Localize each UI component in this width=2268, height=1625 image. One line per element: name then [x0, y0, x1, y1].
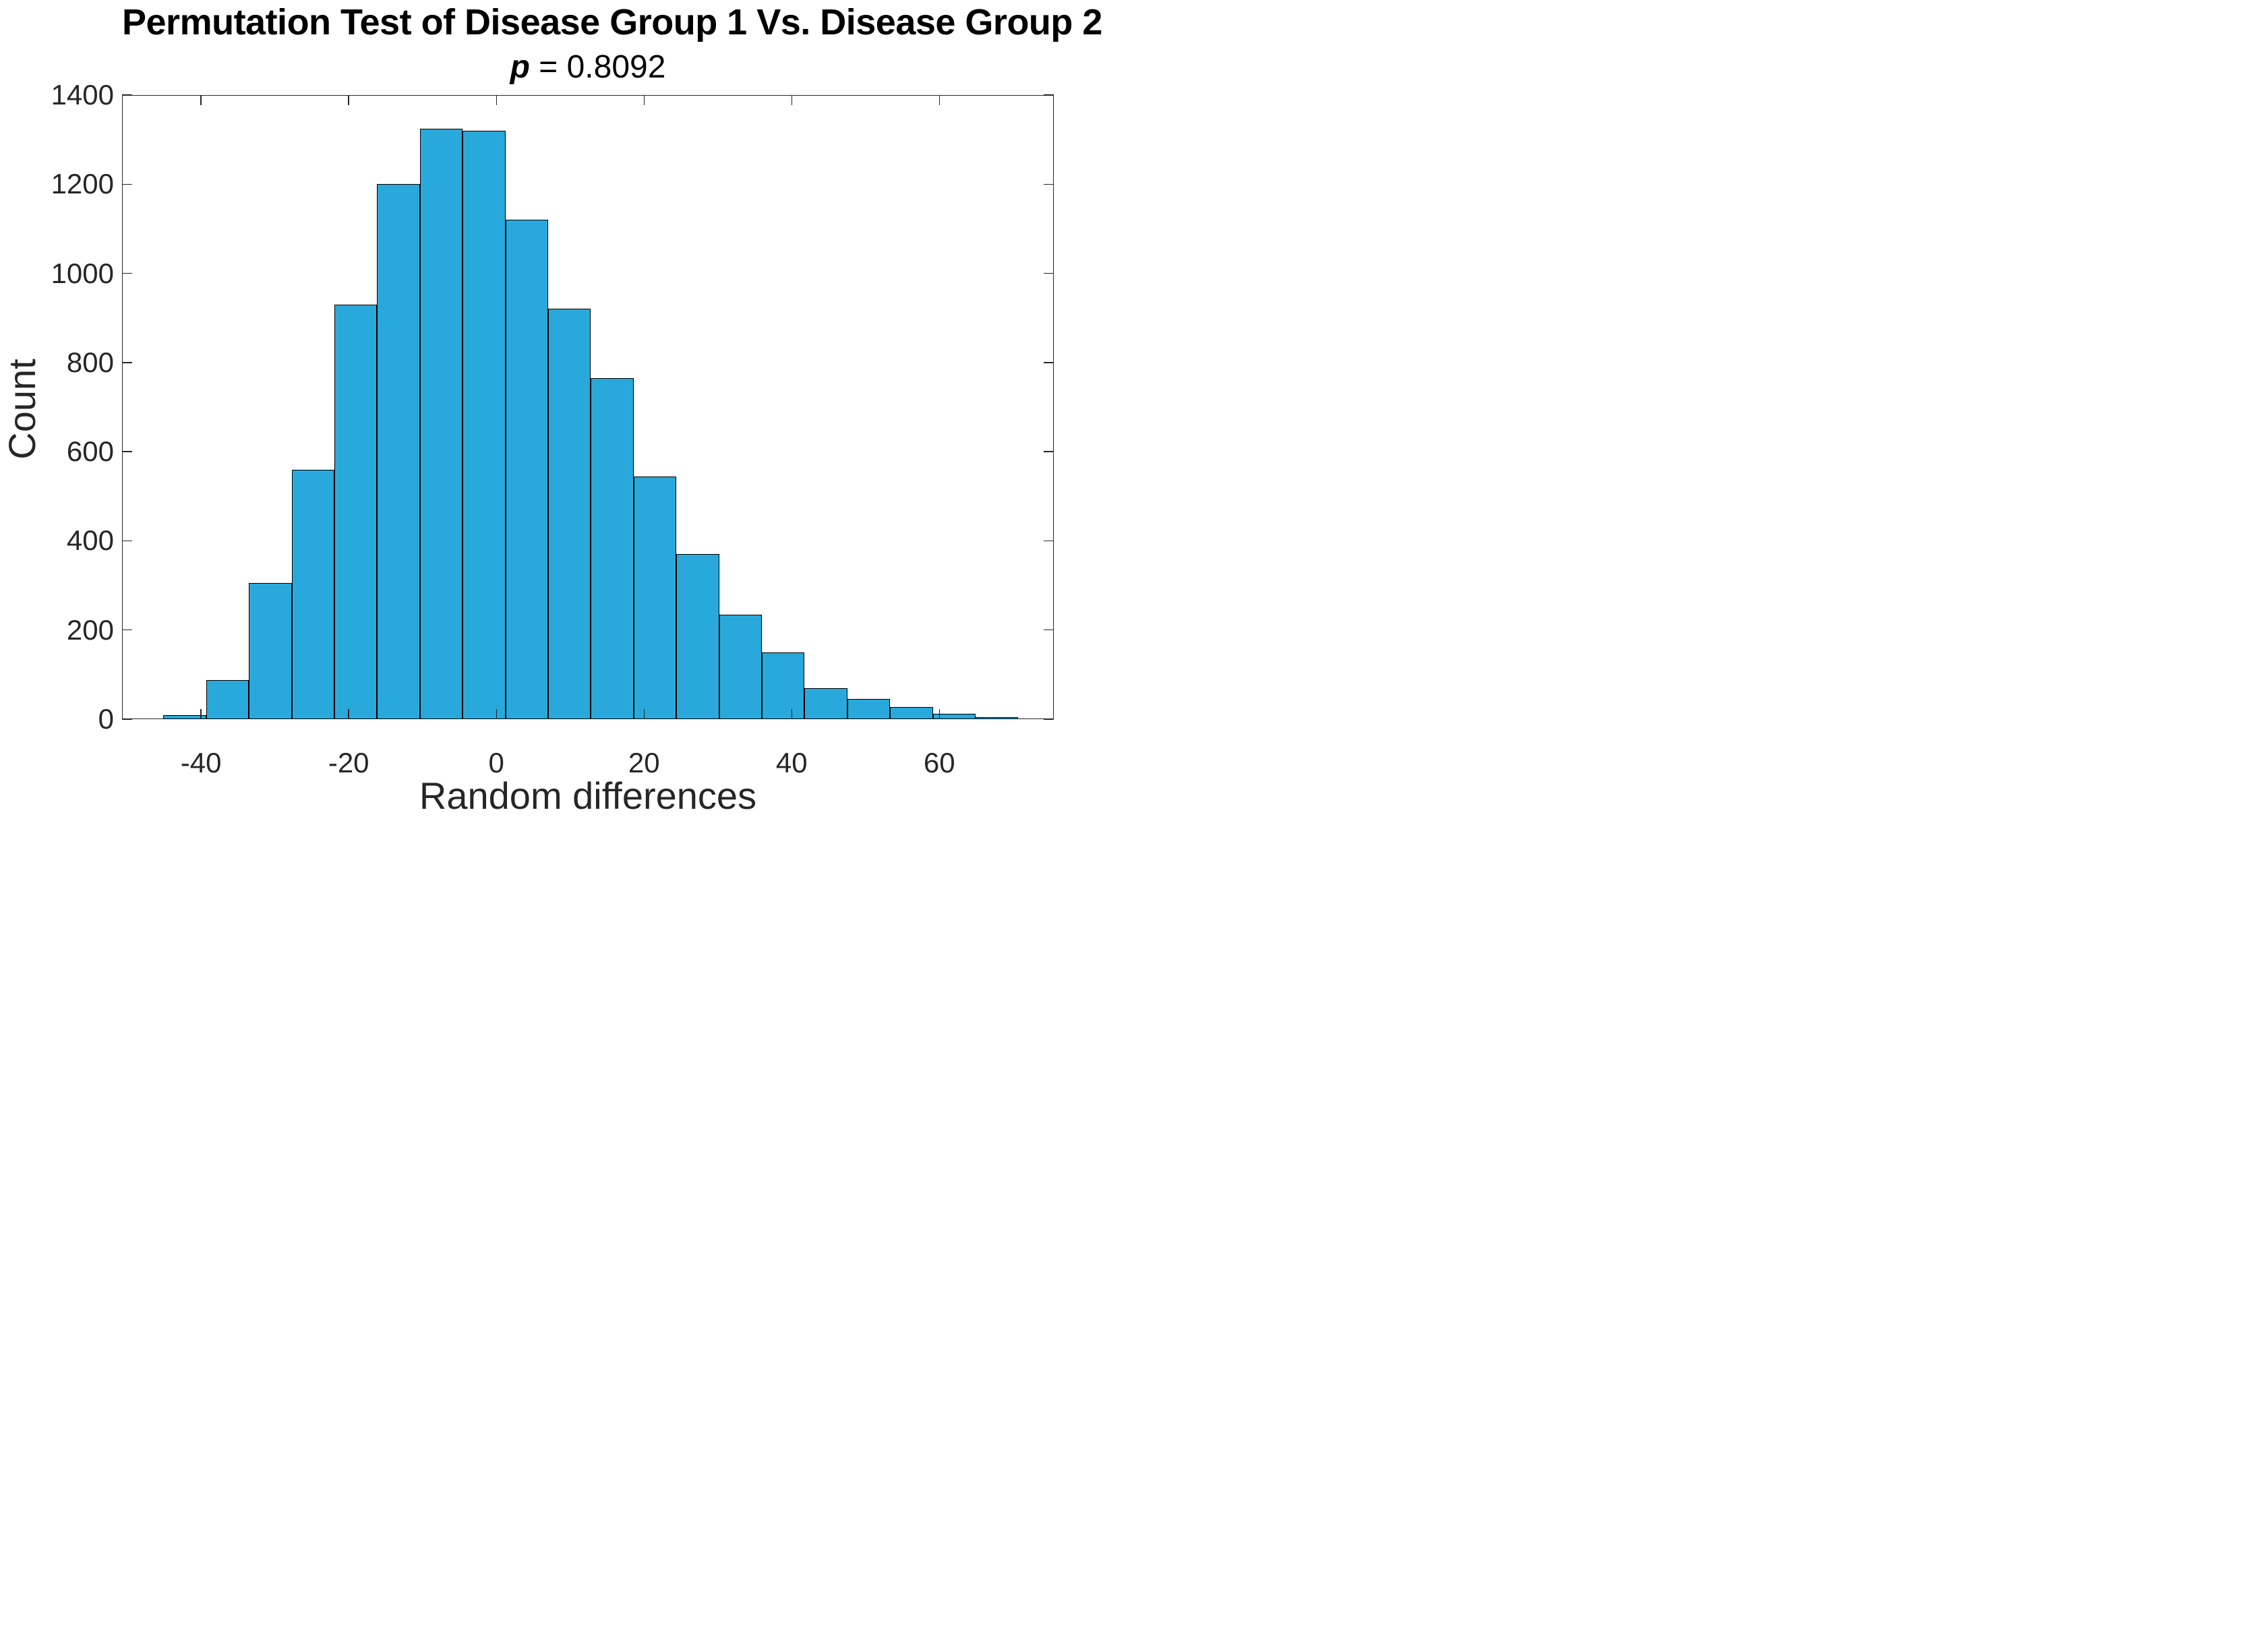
y-tick-label: 0 — [98, 703, 114, 735]
chart-subtitle: p = 0.8092 — [122, 49, 1054, 86]
p-value-text: = 0.8092 — [529, 49, 666, 85]
p-symbol: p — [510, 49, 530, 85]
matlab-figure: Permutation Test of Disease Group 1 Vs. … — [0, 0, 1134, 813]
y-axis-label: Count — [1, 359, 43, 460]
y-tick-label: 1400 — [51, 79, 114, 111]
chart-title: Permutation Test of Disease Group 1 Vs. … — [122, 2, 1102, 42]
plot-area — [122, 95, 1054, 719]
x-axis-label: Random differences — [419, 774, 757, 813]
y-tick-label: 1200 — [51, 168, 114, 200]
y-tick-label: 200 — [66, 613, 114, 646]
